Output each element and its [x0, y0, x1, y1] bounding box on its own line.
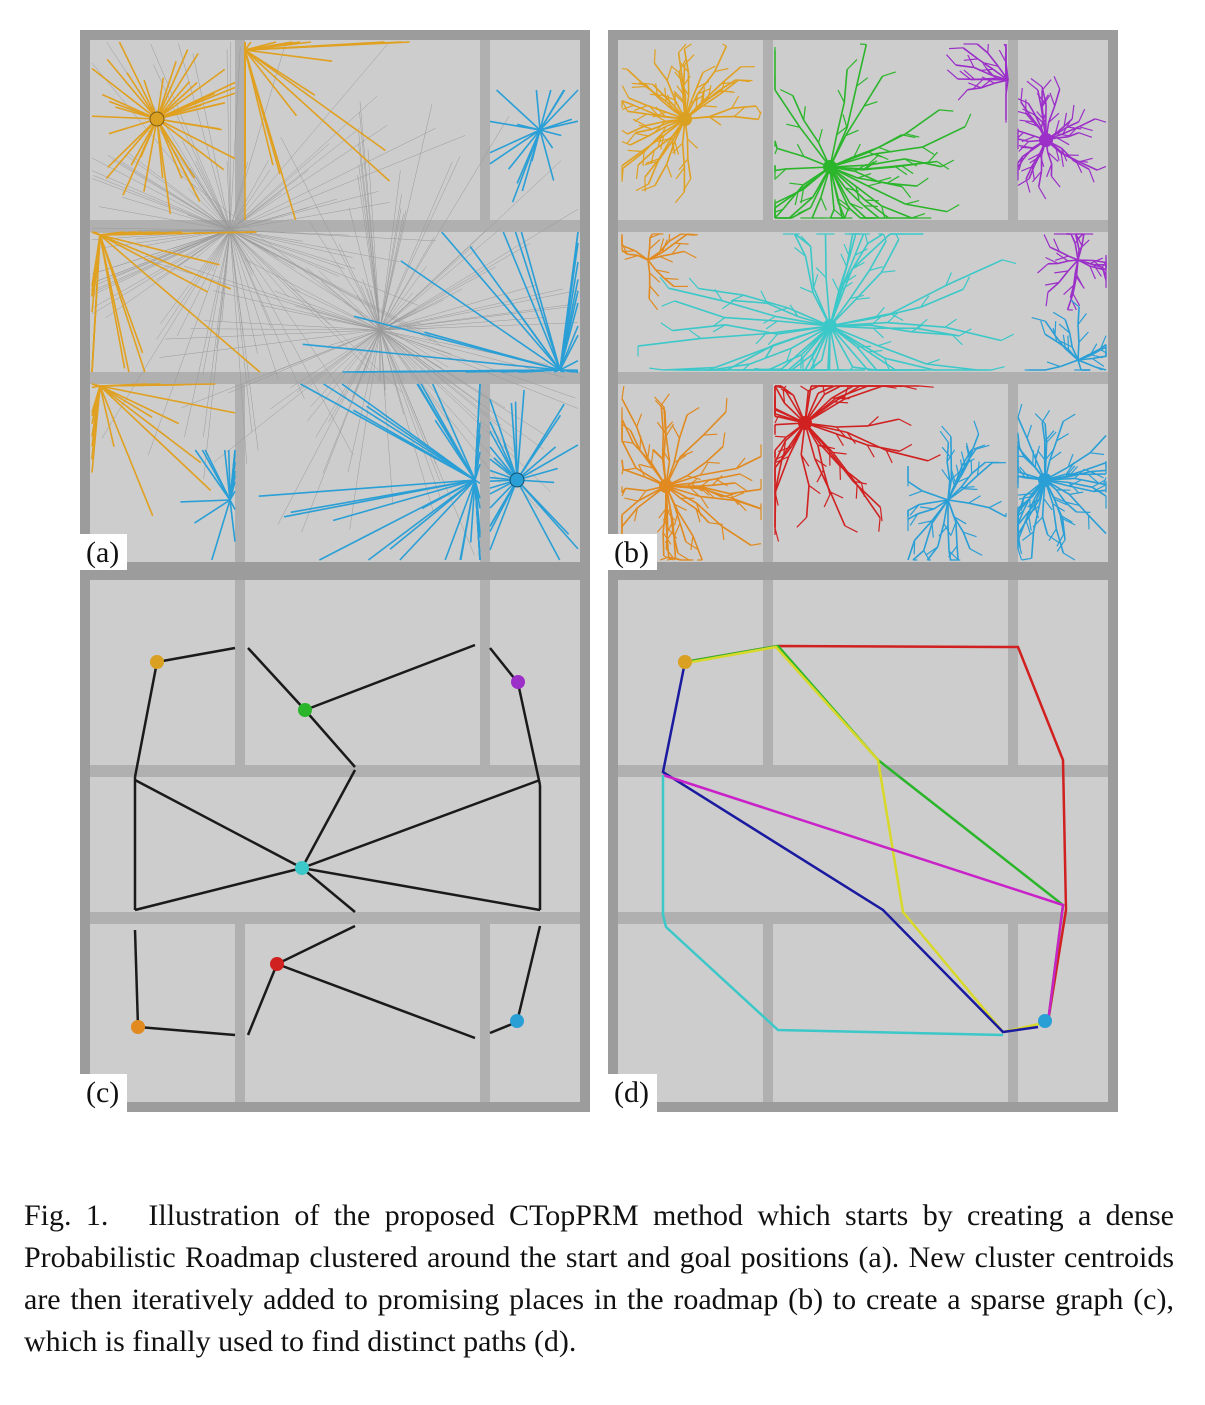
- green-centroid-b: [823, 160, 837, 174]
- red-node-c: [270, 957, 284, 971]
- figure-caption-text: Illustration of the proposed CTopPRM met…: [24, 1199, 1174, 1358]
- goal-node-d: [1038, 1014, 1052, 1028]
- panel-d-label: (d): [608, 1074, 657, 1112]
- orange-centroid-b: [659, 479, 673, 493]
- goal-node-c: [510, 1014, 524, 1028]
- goal-node-a: [509, 472, 525, 488]
- panel-a: (a): [80, 30, 590, 572]
- roadmap-edges-a: [91, 41, 579, 561]
- panel-d-image: [608, 570, 1118, 1112]
- start-node-c: [150, 655, 164, 669]
- distinct-paths: [661, 644, 1068, 1037]
- panel-b-image: [608, 30, 1118, 572]
- start-node-a: [149, 111, 165, 127]
- figure-caption-label: Fig. 1.: [24, 1199, 109, 1232]
- purple-centroid-b: [1039, 133, 1053, 147]
- cluster-trees-b: [621, 43, 1107, 561]
- panel-a-label: (a): [80, 534, 128, 572]
- panel-b: (b): [608, 30, 1118, 572]
- panel-a-image: [80, 30, 590, 572]
- cyan-centroid-b: [823, 319, 837, 333]
- panel-c: (c): [80, 570, 590, 1112]
- goal-node-b: [1038, 473, 1052, 487]
- panel-d: (d): [608, 570, 1118, 1112]
- panel-c-label: (c): [80, 1074, 128, 1112]
- red-centroid-b: [798, 416, 812, 430]
- green-node-c: [298, 703, 312, 717]
- orange-node-c: [131, 1020, 145, 1034]
- figure-caption: Fig. 1. Illustration of the proposed CTop…: [24, 1195, 1174, 1363]
- panel-c-image: [80, 570, 590, 1112]
- panel-b-label: (b): [608, 534, 657, 572]
- start-node-b: [678, 112, 692, 126]
- cyan-node-c: [295, 861, 309, 875]
- start-node-d: [678, 655, 692, 669]
- purple-node-c: [511, 675, 525, 689]
